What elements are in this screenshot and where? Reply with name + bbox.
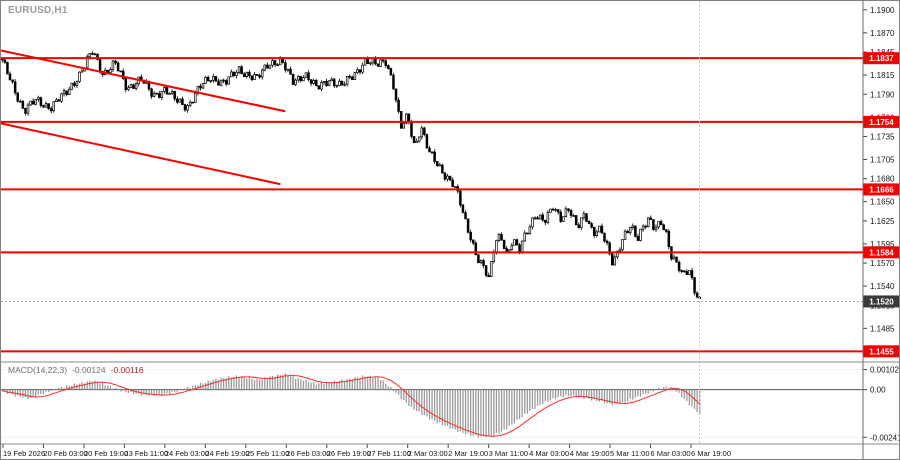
price-level[interactable]: 1.1584 — [1, 246, 900, 259]
price-level-badge — [863, 52, 899, 65]
symbol-timeframe-label: EURUSD,H1 — [8, 5, 68, 16]
price-level[interactable]: 1.1666 — [1, 183, 900, 196]
svg-text:0.00102: 0.00102 — [870, 366, 899, 375]
svg-text:20 Feb 03:00: 20 Feb 03:00 — [43, 449, 87, 458]
svg-text:1.1705: 1.1705 — [870, 155, 895, 164]
svg-text:27 Feb 11:00: 27 Feb 11:00 — [367, 449, 411, 458]
svg-text:1.1870: 1.1870 — [870, 29, 895, 38]
price-level[interactable]: 1.1455 — [1, 345, 900, 358]
svg-text:1.1815: 1.1815 — [870, 71, 895, 80]
price-level-badge — [863, 345, 899, 358]
price-level[interactable]: 1.1754 — [1, 115, 900, 128]
svg-text:6 Mar 03:00: 6 Mar 03:00 — [651, 449, 691, 458]
macd-indicator-label: MACD(14,22,3) -0.00124 -0.00116 — [8, 365, 144, 375]
bid-price-line: 1.1520 — [1, 295, 899, 308]
svg-text:1.1735: 1.1735 — [870, 132, 895, 141]
svg-text:1.1570: 1.1570 — [870, 259, 895, 268]
svg-text:2 Mar 03:00: 2 Mar 03:00 — [408, 449, 448, 458]
candles-layer — [1, 51, 701, 299]
svg-text:20 Feb 19:00: 20 Feb 19:00 — [84, 449, 128, 458]
svg-text:4 Mar 03:00: 4 Mar 03:00 — [529, 449, 569, 458]
svg-text:1.1520: 1.1520 — [869, 297, 894, 306]
svg-text:1.1584: 1.1584 — [869, 248, 894, 257]
svg-text:1.1790: 1.1790 — [870, 90, 895, 99]
descending-trendline[interactable] — [1, 49, 286, 113]
svg-text:4 Mar 19:00: 4 Mar 19:00 — [570, 449, 610, 458]
svg-text:1.1680: 1.1680 — [870, 175, 895, 184]
svg-text:1.1625: 1.1625 — [870, 217, 895, 226]
svg-text:6 Mar 19:00: 6 Mar 19:00 — [691, 449, 731, 458]
svg-text:3 Mar 11:00: 3 Mar 11:00 — [489, 449, 528, 458]
svg-text:24 Feb 03:00: 24 Feb 03:00 — [165, 449, 209, 458]
price-level-badge — [863, 246, 899, 259]
horizontal-levels-layer[interactable]: 1.1837 1.1754 1.1666 1.1584 1.1455 1.1520 — [1, 52, 900, 358]
svg-text:19 Feb 2026: 19 Feb 2026 — [3, 449, 45, 458]
svg-text:26 Feb 19:00: 26 Feb 19:00 — [327, 449, 371, 458]
svg-text:25 Feb 11:00: 25 Feb 11:00 — [246, 449, 290, 458]
macd-main-value: -0.00124 — [72, 365, 106, 375]
svg-text:1.1666: 1.1666 — [869, 185, 894, 194]
svg-text:1.1754: 1.1754 — [869, 118, 894, 127]
trendlines-layer[interactable] — [1, 49, 286, 185]
price-level[interactable]: 1.1837 — [1, 52, 900, 65]
svg-text:0.00: 0.00 — [870, 386, 886, 395]
svg-text:5 Mar 11:00: 5 Mar 11:00 — [610, 449, 649, 458]
price-level-badge — [863, 183, 899, 196]
svg-text:1.1595: 1.1595 — [870, 240, 895, 249]
macd-pane-layer: 0.00102 0.00 -0.00241 — [1, 366, 900, 442]
svg-text:2 Mar 19:00: 2 Mar 19:00 — [448, 449, 488, 458]
descending-trendline[interactable] — [1, 122, 281, 185]
svg-text:24 Feb 19:00: 24 Feb 19:00 — [205, 449, 249, 458]
svg-text:1.1485: 1.1485 — [870, 324, 895, 333]
svg-text:1.1837: 1.1837 — [869, 54, 894, 63]
macd-signal-value: -0.00116 — [110, 365, 144, 375]
price-level-badge — [863, 115, 899, 128]
bid-price-badge — [863, 295, 899, 308]
svg-text:23 Feb 11:00: 23 Feb 11:00 — [124, 449, 168, 458]
svg-text:1.1650: 1.1650 — [870, 198, 895, 207]
svg-text:26 Feb 03:00: 26 Feb 03:00 — [286, 449, 330, 458]
svg-text:-0.00241: -0.00241 — [870, 433, 900, 442]
macd-name: MACD(14,22,3) — [8, 365, 68, 375]
svg-text:1.1455: 1.1455 — [869, 347, 894, 356]
svg-text:1.1540: 1.1540 — [870, 282, 895, 291]
svg-text:1.1900: 1.1900 — [870, 6, 895, 15]
